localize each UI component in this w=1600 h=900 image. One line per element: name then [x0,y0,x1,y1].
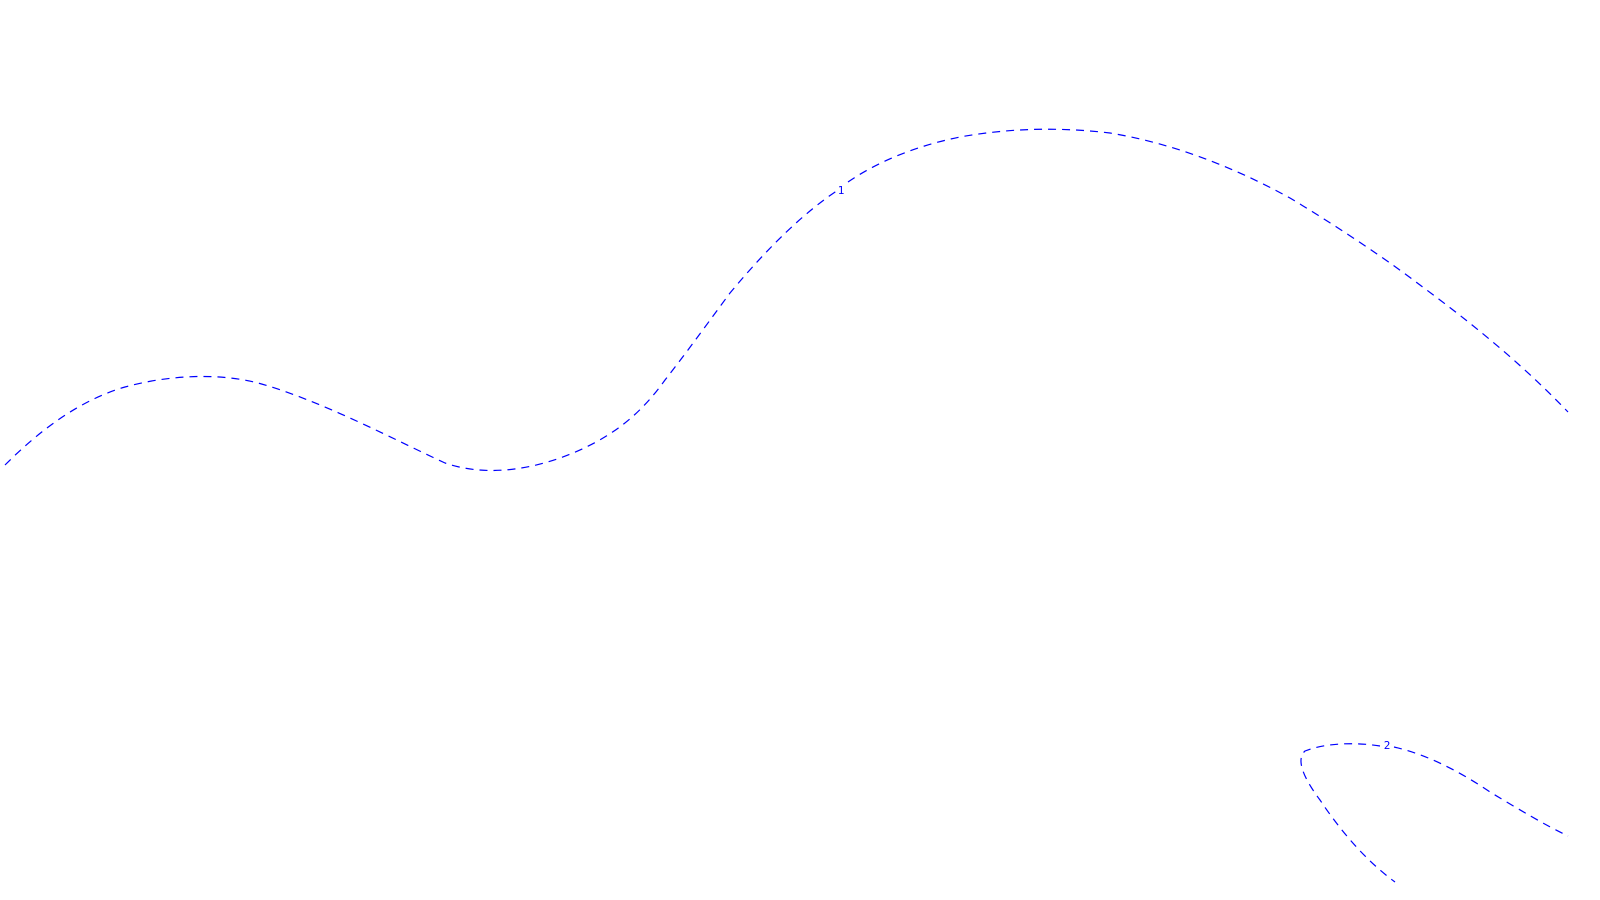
contour-line-2b [1393,746,1569,837]
contour-line-1b [847,128,1569,413]
contour-1: 1 [4,128,1569,472]
contour-line-1 [4,189,839,472]
contour-line-2 [1300,743,1396,883]
contour-label-1: 1 [838,184,845,197]
contour-2: 2 [1300,739,1569,883]
contour-label-2: 2 [1384,739,1391,752]
